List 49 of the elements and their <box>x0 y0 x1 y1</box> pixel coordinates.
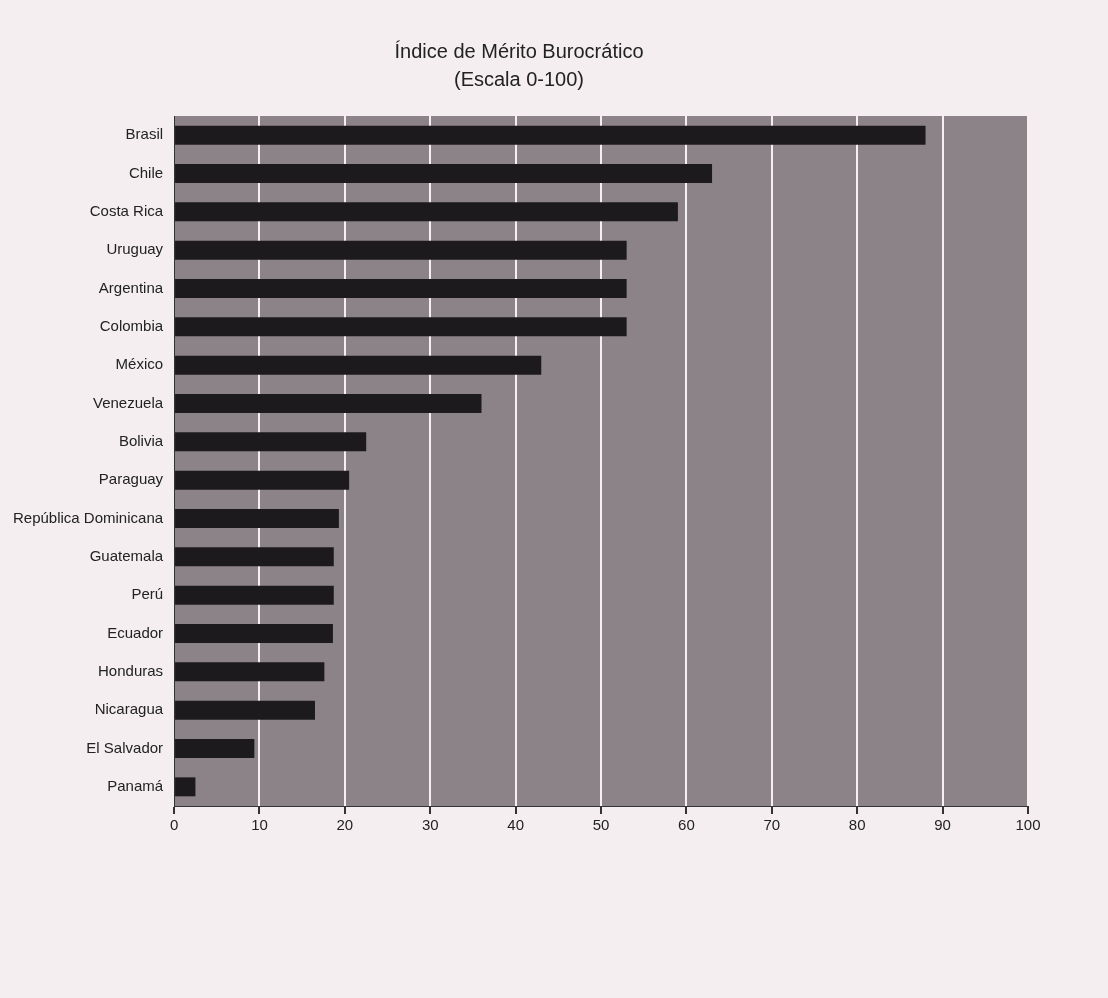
bar <box>175 355 542 375</box>
y-tick-label: El Salvador <box>86 738 164 756</box>
y-tick-label: Guatemala <box>89 546 164 564</box>
y-tick-label: Colombia <box>99 316 164 334</box>
x-tick-label: 40 <box>507 816 524 834</box>
x-tick-label: 20 <box>336 816 354 834</box>
bar <box>175 509 339 528</box>
x-tick-label: 80 <box>848 816 866 834</box>
y-tick-label: Argentina <box>98 278 164 296</box>
chart-title: Índice de Mérito Burocrático <box>394 39 644 62</box>
y-tick-label: Honduras <box>98 661 164 679</box>
y-tick-label: Nicaragua <box>94 700 164 718</box>
bar <box>175 585 334 605</box>
x-tick-label: 30 <box>421 816 439 834</box>
x-tick-label: 60 <box>678 816 695 834</box>
bar <box>175 125 926 145</box>
y-tick-label: Uruguay <box>106 240 164 258</box>
bar <box>175 700 315 720</box>
y-tick-label: República Dominicana <box>12 508 164 526</box>
bar <box>175 777 196 797</box>
bar <box>175 662 325 682</box>
bar <box>175 470 350 490</box>
bar <box>175 202 678 222</box>
x-tick-label: 90 <box>934 816 951 834</box>
y-tick-label: Ecuador <box>107 623 164 641</box>
bar <box>175 394 482 413</box>
bar <box>175 432 367 452</box>
bar <box>175 317 627 337</box>
y-tick-label: México <box>115 355 164 373</box>
y-tick-label: Brasil <box>125 125 164 143</box>
bar <box>175 279 627 298</box>
y-tick-label: Costa Rica <box>89 201 164 219</box>
bar <box>175 739 255 758</box>
y-tick-label: Panamá <box>107 776 164 794</box>
y-tick-label: Chile <box>128 163 164 181</box>
y-tick-label: Bolivia <box>118 431 164 449</box>
chart-subtitle: (Escala 0-100) <box>453 67 585 90</box>
bar <box>175 547 334 567</box>
y-tick-label: Venezuela <box>93 393 164 411</box>
bar <box>175 240 627 260</box>
x-tick-label: 0 <box>169 816 179 834</box>
bar <box>175 624 333 643</box>
x-tick-label: 100 <box>1015 816 1041 834</box>
x-tick-label: 70 <box>763 816 781 834</box>
x-tick-label: 50 <box>592 816 610 834</box>
bar <box>175 164 713 183</box>
x-tick-label: 10 <box>251 816 268 834</box>
y-tick-label: Paraguay <box>98 470 164 488</box>
y-tick-label: Perú <box>131 585 164 603</box>
